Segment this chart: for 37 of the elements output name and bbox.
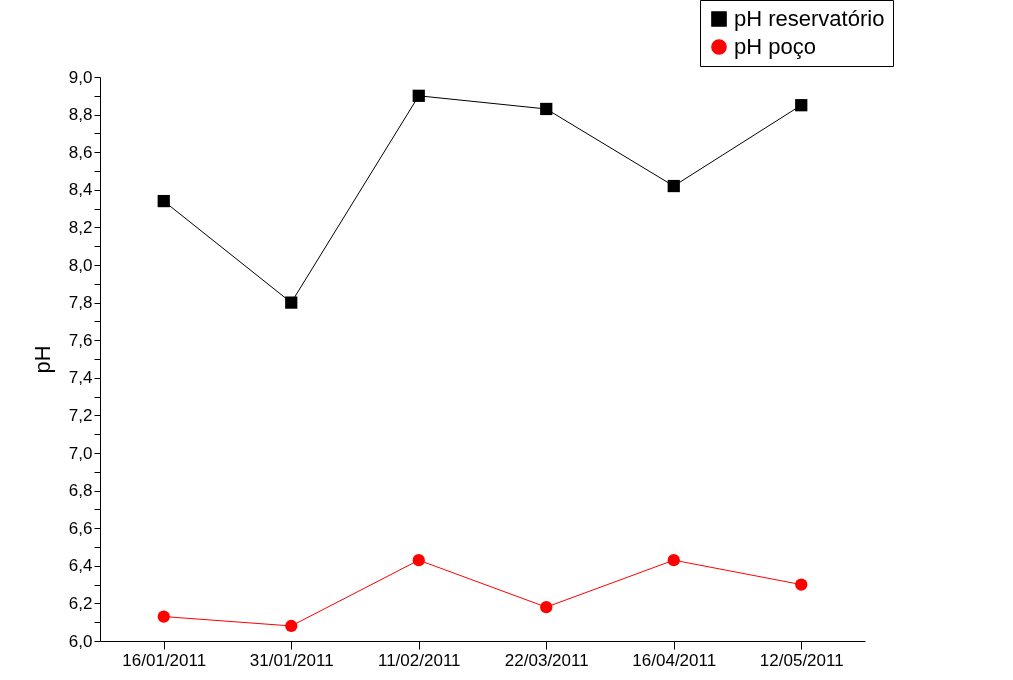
point xyxy=(157,610,170,623)
x-tick-label: 11/02/2011 xyxy=(377,650,461,670)
legend-label: pH poço xyxy=(734,34,816,59)
point xyxy=(795,99,808,112)
y-tick-label: 7,6 xyxy=(68,330,93,350)
y-tick-label: 8,0 xyxy=(68,255,93,275)
y-tick-label: 6,8 xyxy=(68,481,93,501)
y-tick-label: 7,4 xyxy=(68,368,93,388)
point xyxy=(412,554,425,567)
y-tick-label: 6,2 xyxy=(68,593,93,613)
point xyxy=(285,296,298,309)
y-tick-label: 8,6 xyxy=(68,142,93,162)
point xyxy=(285,619,298,633)
legend-label: pH reservatório xyxy=(734,6,885,31)
point xyxy=(540,601,553,614)
y-tick-label: 6,6 xyxy=(68,518,93,538)
y-tick-label: 7,2 xyxy=(68,405,93,425)
point xyxy=(412,89,425,102)
y-axis-title: pH xyxy=(29,345,55,374)
x-tick-label: 16/01/2011 xyxy=(122,650,207,670)
point xyxy=(795,578,808,591)
y-tick-label: 7,8 xyxy=(68,293,93,313)
point xyxy=(157,194,170,208)
y-tick-label: 8,8 xyxy=(68,105,93,125)
point xyxy=(667,554,680,567)
point xyxy=(540,102,553,116)
y-tick-label: 7,0 xyxy=(68,443,93,463)
y-tick-label: 6,4 xyxy=(68,556,93,576)
x-tick-label: 31/01/2011 xyxy=(249,650,334,670)
x-tick-label: 16/04/2011 xyxy=(632,650,717,670)
y-tick-label: 8,4 xyxy=(68,180,93,200)
y-tick-label: 6,0 xyxy=(68,631,93,651)
point xyxy=(667,179,680,193)
x-tick-label: 12/05/2011 xyxy=(759,650,844,670)
y-tick-label: 9,0 xyxy=(68,67,93,87)
x-tick-label: 22/03/2011 xyxy=(504,650,589,670)
y-tick-label: 8,2 xyxy=(68,217,93,237)
